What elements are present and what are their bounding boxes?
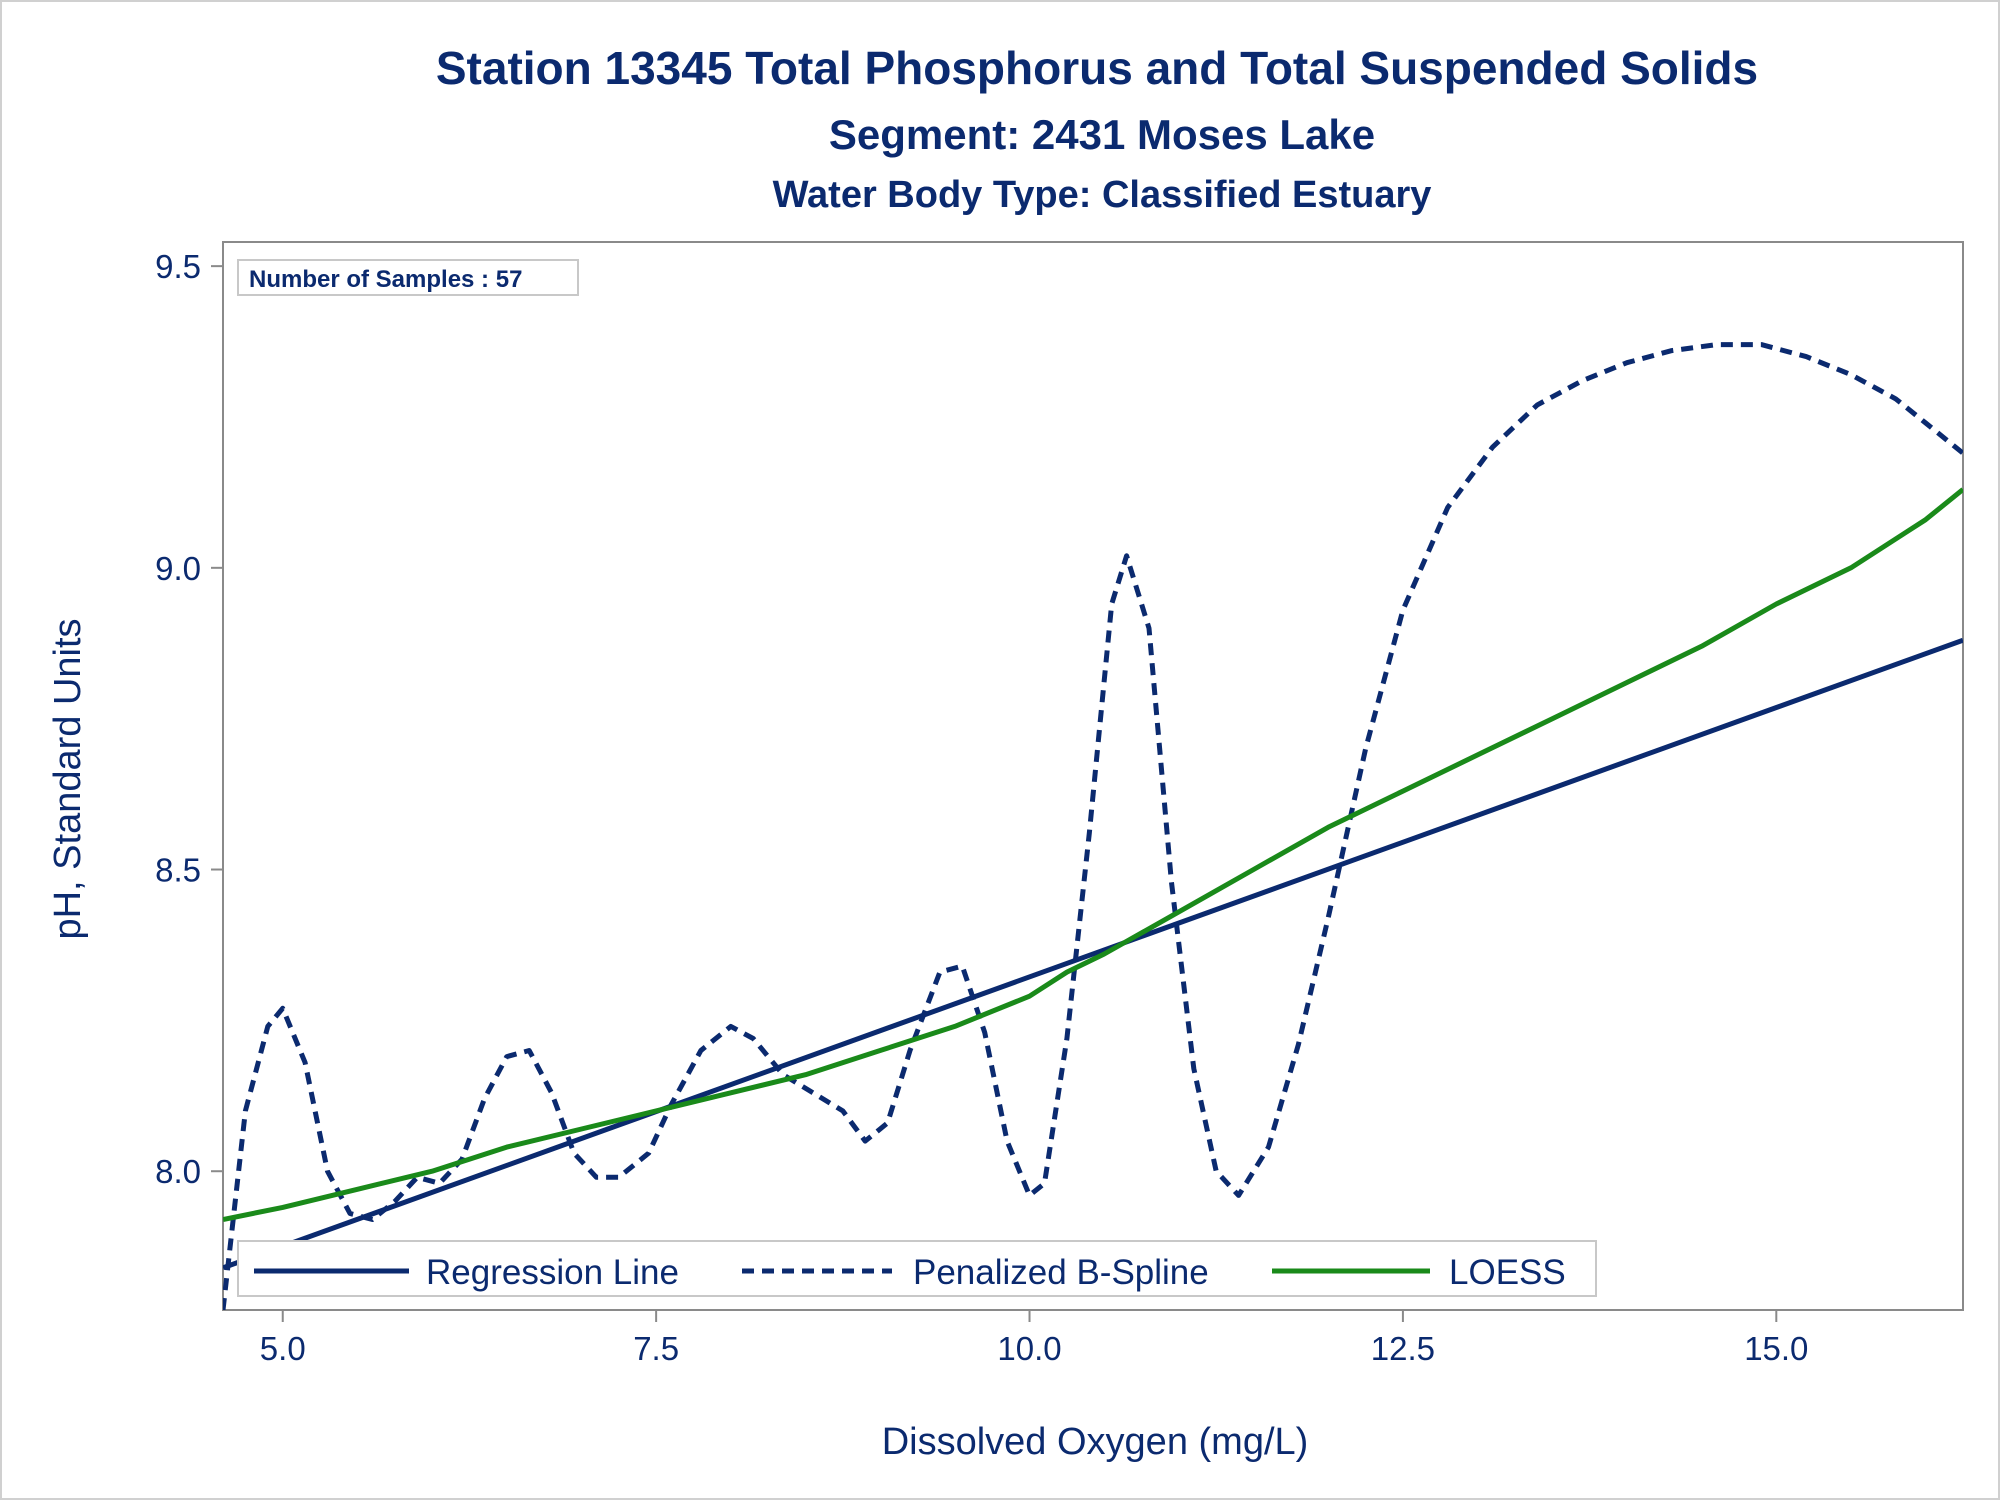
sample-count-frame: [237, 259, 579, 296]
chart-subtitle-2: Water Body Type: Classified Estuary: [773, 174, 1432, 216]
chart-subtitle: Segment: 2431 Moses Lake: [829, 111, 1375, 158]
legend-label-regression: Regression Line: [426, 1253, 679, 1292]
x-tick-label: 12.5: [1371, 1330, 1435, 1367]
y-tick-label: 8.5: [155, 852, 201, 889]
chart-title: Station 13345 Total Phosphorus and Total…: [436, 42, 1758, 94]
sample-count-box: Number of Samples : 57: [237, 259, 579, 296]
x-tick-label: 5.0: [260, 1330, 306, 1367]
series-loess: [223, 487, 1963, 1222]
x-tick-label: 7.5: [633, 1330, 679, 1367]
legend-label-spline: Penalized B-Spline: [913, 1253, 1209, 1292]
plot-frame: [222, 241, 1964, 1311]
y-tick-label: 9.5: [155, 248, 201, 285]
legend: Regression Line Penalized B-Spline LOESS: [237, 1240, 1597, 1297]
legend-frame: [237, 1240, 1597, 1297]
x-axis-label: Dissolved Oxygen (mg/L): [882, 1421, 1309, 1463]
series-penalized-b-spline: [223, 342, 1963, 1310]
x-tick-label: 15.0: [1744, 1330, 1808, 1367]
y-tick-label: 9.0: [155, 550, 201, 587]
x-tick-label: 10.0: [997, 1330, 1061, 1367]
y-tick-label: 8.0: [155, 1153, 201, 1190]
plot-area: 5.0 7.5 10.0 12.5 15.0 8.0 8.5 9.0 9.5: [155, 241, 1964, 1367]
series-regression-line: [223, 637, 1963, 1271]
y-axis-label: pH, Standard Units: [47, 618, 89, 939]
sample-count-label: Number of Samples : 57: [249, 266, 522, 293]
legend-label-loess: LOESS: [1449, 1253, 1566, 1292]
